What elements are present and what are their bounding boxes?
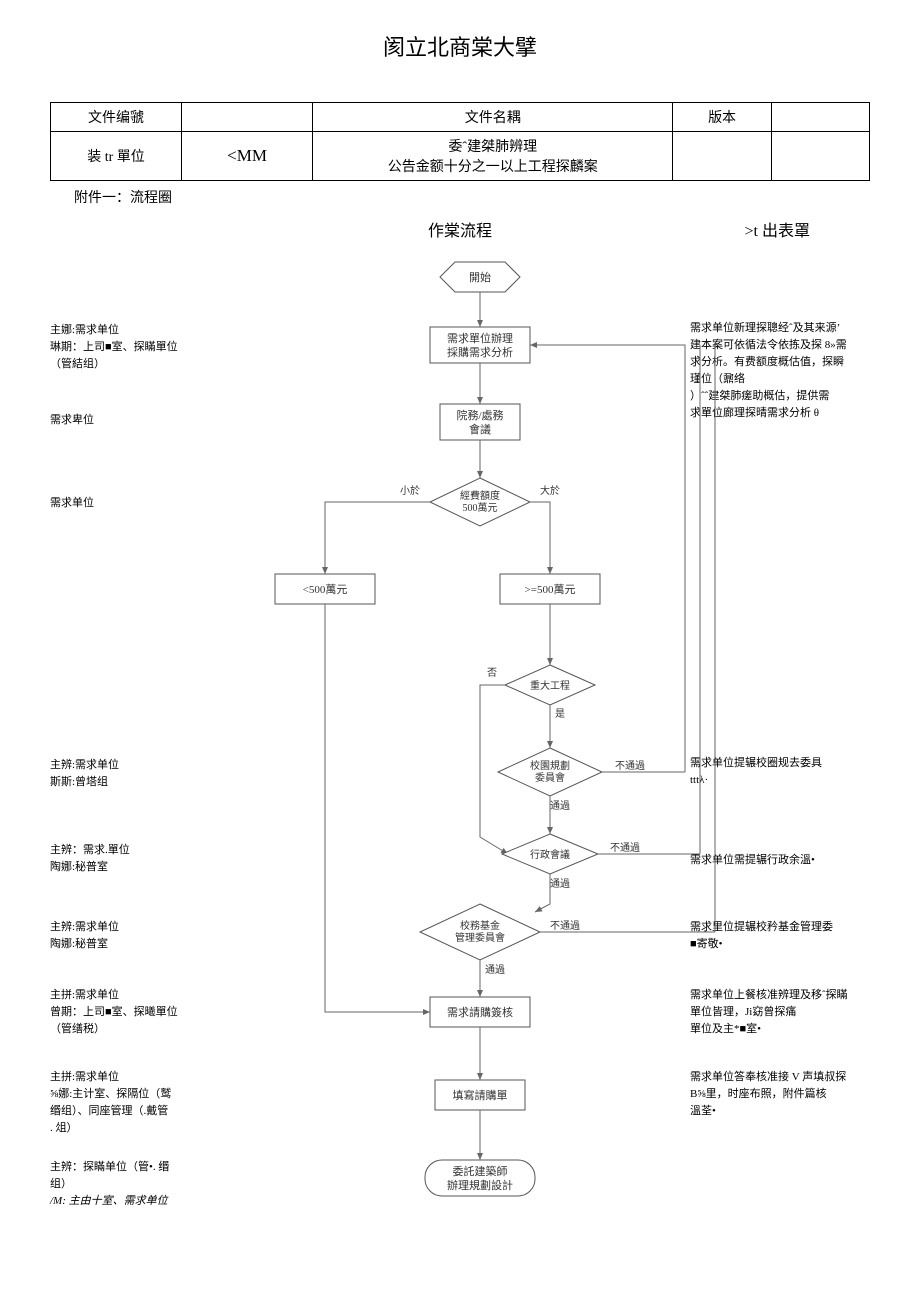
txt-p4: 填寫請購單 — [453, 1088, 508, 1102]
left-note-1: 主娜:需求单位 琳期：上司■室、探瞞單位 （管結组） — [50, 322, 220, 373]
left-note-9: 主辨：探瞞单位（管•. 缗 组） /M: 主由十室、需求单位 — [50, 1159, 220, 1210]
txt-d3f: 不通過 — [615, 760, 645, 772]
txt-p3: 需求請購簽核 — [447, 1005, 513, 1019]
left-note-4: 主辨:需求单位 斯斯:曾塔组 — [50, 757, 220, 791]
txt-p2b: 會議 — [469, 422, 491, 436]
hdr-r1c2 — [182, 103, 313, 132]
txt-d3p: 通過 — [550, 800, 570, 812]
node-d3 — [498, 748, 602, 796]
hdr-r2c3a: 委ˆ建桀肺辨理 — [319, 136, 666, 156]
txt-p1b: 採購需求分析 — [447, 345, 513, 359]
l1c: （管結组） — [50, 356, 220, 373]
l9c: /M: 主由十室、需求单位 — [50, 1193, 220, 1210]
l1b: 琳期：上司■室、探瞞單位 — [50, 339, 220, 356]
l9a: 主辨：探瞞单位（管•. 缗 — [50, 1159, 220, 1176]
col-title-mid: 作棠流程 — [428, 217, 492, 241]
txt-d5p: 通過 — [485, 964, 505, 976]
flow-zone: 作棠流程 >t 出表罩 主娜:需求单位 琳期：上司■室、探瞞單位 （管結组） 需… — [50, 217, 870, 1227]
l6b: 陶娜:秘普室 — [50, 936, 220, 953]
txt-d4f: 不通過 — [610, 842, 640, 854]
txt-d1l: 小於 — [400, 484, 420, 497]
l5a: 主辨：需求.單位 — [50, 842, 220, 859]
txt-start: 開始 — [469, 270, 491, 284]
txt-end: 委託建築師 — [453, 1164, 508, 1178]
left-note-6: 主辨:需求单位 陶娜:秘普室 — [50, 919, 220, 953]
node-d1 — [430, 478, 530, 526]
txt-b2: >=500萬元 — [525, 583, 576, 596]
hdr-r2c3: 委ˆ建桀肺辨理 公告金额十分之一以上工程探麟案 — [313, 132, 673, 181]
txt-d1b: 500萬元 — [463, 501, 498, 514]
l4a: 主辨:需求单位 — [50, 757, 220, 774]
page-title: 阂立北商棠大擘 — [50, 30, 870, 62]
l4b: 斯斯:曾塔组 — [50, 774, 220, 791]
l7c: （管缮税） — [50, 1021, 220, 1038]
left-note-8: 主拼:需求单位 ⅝娜:主计室、探隔位（鹫 缗组）、同座管理（.戴管 . 俎） — [50, 1069, 220, 1137]
txt-d2no: 否 — [487, 667, 497, 679]
txt-d4: 行政會議 — [530, 848, 570, 861]
l8b: ⅝娜:主计室、探隔位（鹫 — [50, 1086, 220, 1103]
txt-b1: <500萬元 — [303, 583, 348, 596]
hdr-r2c3b: 公告金额十分之一以上工程探麟案 — [319, 156, 666, 176]
hdr-r1c4: 版本 — [673, 103, 771, 132]
txt-d5b: 管理委員會 — [455, 931, 505, 944]
header-table: 文件编虢 文件名耦 版本 装 tr 單位 <MM 委ˆ建桀肺辨理 公告金额十分之… — [50, 102, 870, 181]
txt-d5a: 校務基金 — [460, 919, 500, 932]
l6a: 主辨:需求单位 — [50, 919, 220, 936]
node-d5 — [420, 904, 540, 960]
l1a: 主娜:需求单位 — [50, 322, 220, 339]
flowchart-svg: 開始 需求單位辦理 採購需求分析 院務/處務 會議 經費額度 500萬元 小於 … — [240, 242, 730, 1222]
txt-p2: 院務/處務 — [456, 408, 503, 422]
l8a: 主拼:需求单位 — [50, 1069, 220, 1086]
l9b: 组） — [50, 1176, 220, 1193]
hdr-r1c1: 文件编虢 — [51, 103, 182, 132]
l7a: 主拼:需求单位 — [50, 987, 220, 1004]
txt-d1a: 經費額度 — [460, 489, 500, 502]
txt-d3b: 委員會 — [535, 771, 565, 784]
hdr-r2c1: 装 tr 單位 — [51, 132, 182, 181]
l7b: 曾期：上司■室、探曦單位 — [50, 1004, 220, 1021]
left-note-7: 主拼:需求单位 曾期：上司■室、探曦單位 （管缮税） — [50, 987, 220, 1038]
hdr-r2c2: <MM — [182, 132, 313, 181]
l8d: . 俎） — [50, 1120, 220, 1137]
txt-p1: 需求單位辦理 — [447, 331, 513, 345]
txt-d1r: 大於 — [540, 484, 560, 497]
left-note-5: 主辨：需求.單位 陶娜:秘普室 — [50, 842, 220, 876]
l5b: 陶娜:秘普室 — [50, 859, 220, 876]
txt-d5f: 不通過 — [550, 920, 580, 932]
txt-d2: 重大工程 — [530, 679, 570, 692]
attachment-label: 附件一：流程圈 — [74, 187, 870, 207]
hdr-r1c3: 文件名耦 — [313, 103, 673, 132]
l8c: 缗组）、同座管理（.戴管 — [50, 1103, 220, 1120]
left-note-3: 需求单位 — [50, 495, 220, 512]
hdr-r2c5 — [771, 132, 869, 181]
txt-endb: 辦理規劃設計 — [447, 1178, 513, 1192]
left-note-2: 需求卑位 — [50, 412, 220, 429]
hdr-r1c5 — [771, 103, 869, 132]
txt-d3: 校園規劃 — [530, 759, 570, 772]
txt-d4p: 通過 — [550, 878, 570, 890]
col-title-right: >t 出表罩 — [745, 217, 810, 241]
hdr-r2c4 — [673, 132, 771, 181]
txt-d2yes: 是 — [555, 708, 565, 720]
